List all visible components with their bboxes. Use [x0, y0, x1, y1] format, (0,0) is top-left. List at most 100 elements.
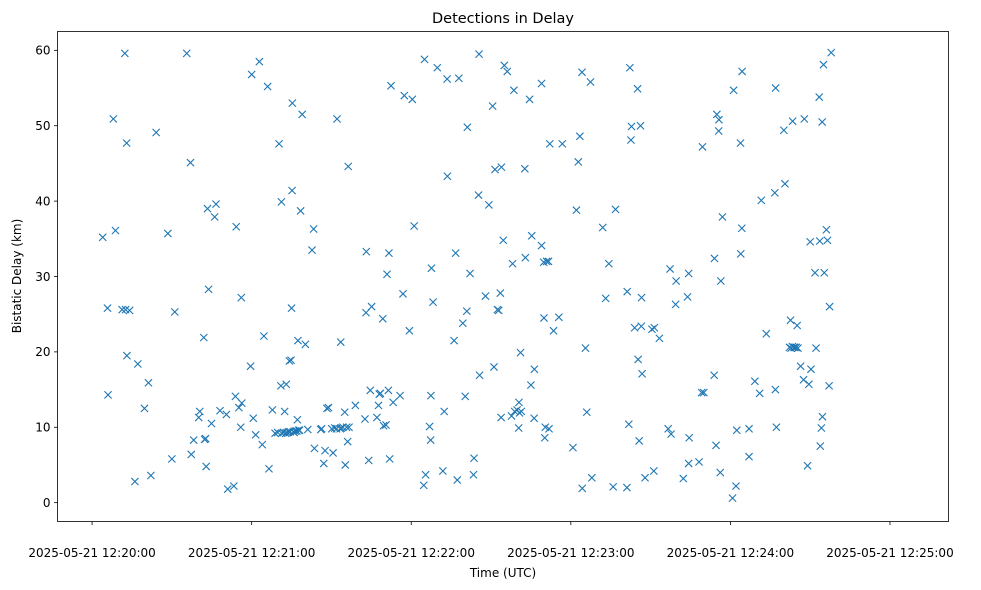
data-point: [341, 460, 350, 469]
data-point: [379, 421, 388, 430]
data-point: [530, 365, 539, 374]
data-point: [825, 302, 834, 311]
data-point: [825, 381, 834, 390]
data-point: [716, 468, 725, 477]
data-point: [757, 196, 766, 205]
data-point: [410, 222, 419, 230]
data-point: [827, 48, 836, 57]
data-point: [816, 442, 825, 451]
data-point: [695, 457, 704, 466]
data-point: [340, 408, 349, 417]
data-point: [385, 454, 394, 463]
data-point: [122, 351, 131, 360]
data-point: [738, 67, 747, 76]
data-point: [201, 434, 210, 443]
data-point: [342, 423, 351, 432]
data-point: [345, 423, 353, 432]
data-point: [545, 139, 554, 148]
data-point: [699, 388, 708, 397]
data-point: [586, 78, 595, 86]
data-point: [308, 246, 317, 255]
data-point: [598, 223, 607, 232]
data-point: [637, 322, 646, 331]
data-point: [234, 403, 243, 412]
data-point: [554, 313, 563, 322]
data-point: [481, 292, 490, 301]
data-point: [475, 371, 484, 380]
data-point: [633, 84, 642, 93]
data-point: [671, 300, 680, 309]
data-point: [207, 419, 216, 428]
data-point: [574, 157, 583, 166]
data-point: [806, 237, 815, 246]
data-point: [336, 338, 345, 347]
data-point: [109, 114, 118, 123]
data-point: [389, 398, 398, 407]
data-point: [366, 386, 375, 395]
data-point: [232, 222, 241, 231]
data-point: [575, 132, 584, 141]
data-point: [440, 407, 449, 416]
y-axis-ticks: 0 10 20 30 40 50 60: [35, 44, 58, 510]
data-point: [287, 304, 296, 313]
data-point: [381, 421, 390, 429]
data-point: [771, 385, 780, 394]
data-point: [491, 165, 500, 174]
data-point: [293, 336, 302, 345]
data-point: [666, 264, 675, 273]
x-tick-label: 2025-05-21 12:21:00: [188, 546, 315, 560]
data-point: [500, 61, 509, 70]
data-point: [287, 356, 296, 365]
data-point: [288, 99, 297, 108]
data-point: [303, 425, 312, 434]
data-point: [750, 377, 759, 386]
data-point: [454, 74, 463, 83]
data-point: [463, 123, 472, 132]
data-point: [712, 441, 721, 450]
data-point: [530, 414, 539, 423]
data-point: [264, 464, 273, 473]
data-point: [237, 293, 246, 302]
data-point: [521, 253, 530, 262]
data-point: [526, 381, 535, 390]
data-point: [170, 307, 179, 316]
x-tick-label: 2025-05-21 12:23:00: [507, 546, 634, 560]
data-point: [458, 319, 467, 328]
y-tick-label: 40: [35, 194, 50, 208]
data-point: [496, 289, 505, 298]
data-point: [199, 333, 208, 342]
data-point: [282, 380, 291, 389]
data-point: [807, 365, 815, 374]
data-point: [525, 95, 534, 104]
data-point: [400, 91, 409, 100]
data-point: [623, 287, 632, 296]
data-point: [792, 343, 801, 352]
data-point: [796, 362, 805, 371]
data-point: [488, 102, 497, 111]
data-point: [503, 67, 512, 76]
data-point: [714, 127, 723, 135]
y-tick-label: 20: [35, 345, 50, 359]
data-point: [247, 70, 256, 79]
data-markers: [98, 48, 836, 503]
data-point: [317, 424, 326, 433]
data-point: [697, 388, 706, 397]
data-point: [732, 426, 741, 435]
data-point: [362, 247, 371, 256]
data-point: [378, 314, 387, 323]
data-point: [163, 229, 172, 238]
data-point: [251, 430, 260, 439]
data-point: [517, 407, 526, 416]
data-point: [367, 302, 376, 311]
data-point: [601, 294, 610, 303]
data-point: [222, 410, 231, 419]
data-point: [650, 323, 659, 332]
data-point: [790, 343, 799, 352]
data-point: [815, 237, 824, 246]
x-tick-label: 2025-05-21 12:24:00: [667, 546, 794, 560]
data-point: [324, 403, 333, 412]
data-point: [497, 413, 506, 422]
data-point: [425, 422, 434, 431]
data-point: [216, 406, 224, 415]
data-point: [514, 398, 523, 407]
